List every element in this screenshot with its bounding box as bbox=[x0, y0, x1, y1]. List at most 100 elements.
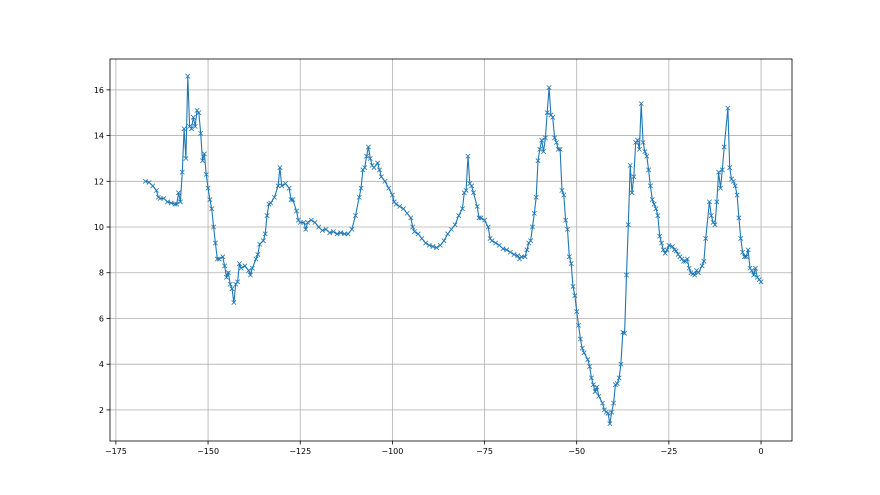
data-point-marker bbox=[581, 350, 587, 356]
data-point-marker bbox=[225, 270, 231, 276]
data-point-marker bbox=[294, 208, 300, 214]
data-point-marker bbox=[531, 210, 537, 216]
data-point-marker bbox=[290, 197, 296, 203]
data-point-marker bbox=[544, 110, 550, 116]
data-point-marker bbox=[712, 222, 718, 228]
data-point-marker bbox=[587, 363, 593, 369]
data-point-marker bbox=[200, 158, 206, 164]
data-point-marker bbox=[725, 105, 731, 111]
data-point-marker bbox=[511, 251, 517, 257]
data-point-marker bbox=[471, 190, 476, 196]
data-point-marker bbox=[452, 222, 458, 228]
data-point-marker bbox=[734, 192, 740, 198]
data-point-marker bbox=[282, 181, 288, 187]
y-tick-label: 12 bbox=[94, 177, 104, 186]
data-point-marker bbox=[478, 215, 484, 221]
data-point-marker bbox=[592, 389, 598, 395]
data-point-marker bbox=[535, 158, 541, 164]
data-point-marker bbox=[242, 263, 248, 269]
data-point-marker bbox=[657, 233, 663, 239]
x-axis: −175 −150 −125 −100 −75 −50 −25 0 bbox=[105, 441, 764, 456]
data-point-marker bbox=[703, 235, 709, 241]
data-point-marker bbox=[378, 174, 384, 180]
data-point-marker bbox=[469, 183, 475, 189]
data-point-marker bbox=[238, 265, 244, 271]
data-point-marker bbox=[616, 375, 622, 381]
data-point-marker bbox=[686, 265, 692, 271]
data-point-marker bbox=[625, 222, 631, 228]
data-point-marker bbox=[476, 215, 482, 221]
data-point-marker bbox=[751, 272, 757, 278]
data-point-marker bbox=[301, 219, 307, 225]
data-point-marker bbox=[364, 153, 370, 159]
data-point-marker bbox=[456, 213, 462, 219]
data-point-marker bbox=[362, 165, 368, 171]
data-point-marker bbox=[408, 215, 414, 221]
data-point-marker bbox=[577, 336, 583, 342]
data-point-marker bbox=[222, 263, 228, 269]
data-point-marker bbox=[181, 126, 187, 132]
data-point-marker bbox=[699, 263, 705, 269]
data-point-marker bbox=[493, 240, 499, 246]
data-point-marker bbox=[636, 146, 642, 152]
data-point-marker bbox=[622, 330, 628, 336]
y-tick-label: 2 bbox=[99, 406, 104, 415]
data-point-marker bbox=[646, 167, 652, 173]
data-point-marker bbox=[205, 185, 211, 191]
y-tick-label: 8 bbox=[99, 269, 104, 278]
data-point-marker bbox=[312, 219, 318, 225]
data-point-marker bbox=[168, 200, 174, 206]
data-point-marker bbox=[745, 247, 751, 253]
data-point-marker bbox=[638, 101, 644, 107]
data-point-marker bbox=[485, 224, 491, 230]
data-point-marker bbox=[529, 224, 535, 230]
data-point-marker bbox=[286, 185, 292, 191]
data-point-marker bbox=[327, 230, 333, 236]
data-point-marker bbox=[330, 229, 336, 235]
data-point-marker bbox=[653, 206, 659, 212]
data-point-marker bbox=[275, 183, 281, 189]
data-point-marker bbox=[437, 242, 443, 248]
data-point-marker bbox=[743, 254, 749, 260]
data-point-marker bbox=[651, 201, 657, 207]
data-point-marker bbox=[157, 195, 163, 201]
data-point-marker bbox=[198, 130, 204, 136]
data-point-marker bbox=[553, 139, 559, 145]
data-point-marker bbox=[568, 261, 574, 267]
data-point-marker bbox=[631, 174, 637, 180]
data-point-marker bbox=[647, 183, 653, 189]
data-point-marker bbox=[732, 183, 738, 189]
data-point-marker bbox=[482, 217, 488, 223]
x-tick-label: −75 bbox=[476, 447, 493, 456]
data-point-marker bbox=[271, 194, 277, 200]
data-point-marker bbox=[209, 206, 215, 212]
data-point-marker bbox=[552, 135, 558, 141]
data-point-marker bbox=[559, 187, 565, 193]
data-point-marker bbox=[190, 114, 196, 120]
data-point-marker bbox=[670, 243, 676, 249]
data-point-marker bbox=[673, 248, 679, 254]
data-point-marker bbox=[557, 146, 563, 152]
data-point-marker bbox=[341, 231, 347, 237]
data-point-marker bbox=[590, 382, 596, 388]
data-point-marker bbox=[382, 178, 388, 184]
data-point-marker bbox=[721, 144, 727, 150]
data-point-marker bbox=[465, 153, 471, 159]
data-point-marker bbox=[579, 345, 585, 351]
data-point-marker bbox=[410, 224, 416, 230]
data-point-marker bbox=[297, 219, 303, 225]
data-point-marker bbox=[600, 400, 605, 406]
data-point-marker bbox=[212, 240, 218, 246]
data-point-marker bbox=[541, 149, 547, 155]
data-point-marker bbox=[459, 206, 465, 212]
data-point-marker bbox=[736, 215, 742, 221]
data-point-marker bbox=[563, 217, 569, 223]
data-point-marker bbox=[542, 135, 548, 141]
data-point-marker bbox=[404, 210, 410, 216]
y-tick-label: 14 bbox=[94, 132, 104, 141]
data-point-marker bbox=[201, 151, 207, 157]
data-point-marker bbox=[611, 400, 617, 406]
data-point-marker bbox=[365, 144, 371, 150]
data-point-marker bbox=[220, 254, 226, 260]
